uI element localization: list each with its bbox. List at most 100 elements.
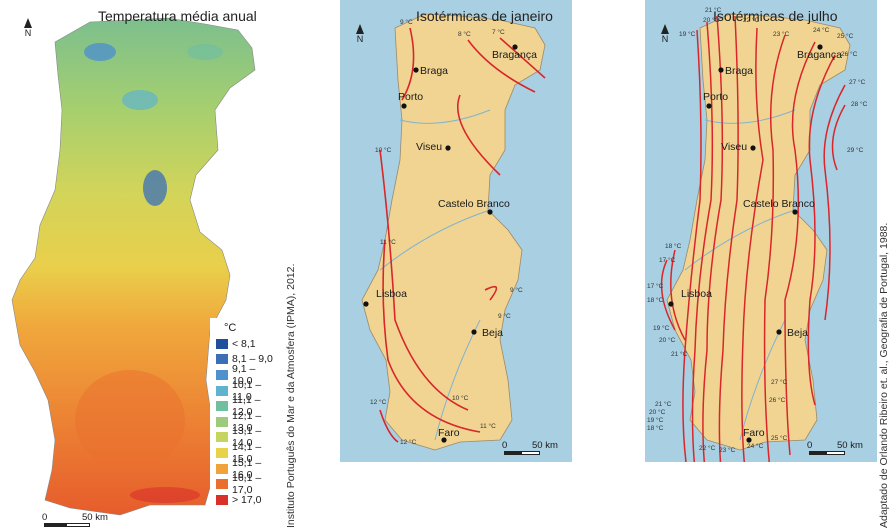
legend-row: 12,1 – 13,0: [216, 410, 276, 434]
north-arrow-icon: N: [22, 18, 34, 38]
isotherm-25c: [784, 41, 816, 456]
legend-label: 16,1 – 17,0: [232, 472, 262, 497]
legend-label: 14,1 – 15,0: [232, 440, 262, 465]
isotherm-24c: [763, 34, 786, 462]
isotherm-label: 11 °C: [380, 238, 396, 246]
city-label: Lisboa: [681, 288, 712, 300]
legend-label: 15,1 – 16,0: [232, 456, 262, 481]
legend-unit: °C: [224, 322, 237, 334]
city-marker: [792, 209, 798, 215]
isotherm-label: 23 °C: [773, 30, 790, 38]
river-douro: [704, 109, 796, 124]
isotherm-label: 21 °C: [705, 6, 722, 14]
city-marker: [363, 301, 369, 307]
legend-swatch: [216, 463, 228, 474]
isotherm-23c: [741, 27, 764, 462]
isotherm-label: 19 °C: [679, 30, 696, 38]
legend-label: 11,1 – 12,0: [232, 394, 261, 419]
legend-row: < 8,1: [216, 336, 276, 352]
isotherm-label: 21 °C: [671, 350, 688, 358]
annual-temperature-map: [11, 17, 256, 516]
isotherm-label: 26 °C: [769, 396, 786, 404]
isotherm-label: 20 °C: [703, 16, 720, 24]
isotherm-17c: [660, 259, 676, 331]
scale-end: 50 km: [82, 512, 108, 523]
isotherm-12c: [379, 409, 399, 443]
city-label: Castelo Branco: [438, 198, 510, 210]
isotherm-8c: [467, 39, 536, 93]
isotherm-label: 28 °C: [851, 100, 868, 108]
legend-row: 10,1 – 11,0: [216, 379, 276, 403]
annual-temperature-title: Temperatura média anual: [98, 8, 257, 24]
isotherm-label: 25 °C: [837, 32, 854, 40]
city-marker: [750, 145, 756, 151]
scale-start: 0: [807, 440, 813, 451]
isotherm-label: 7 °C: [492, 28, 505, 36]
city-marker: [413, 67, 419, 73]
isotherm-label: 22 °C: [699, 444, 716, 452]
river-douro: [399, 109, 491, 124]
isotherm-label: 18 °C: [647, 424, 664, 432]
legend-row: 11,1 – 12,0: [216, 394, 276, 418]
july-title: Isotérmicas de julho: [713, 8, 838, 24]
temperature-legend: °C < 8,1 8,1 – 9,0 9,1 – 10,0 10,1 – 11,0 11…: [210, 318, 282, 532]
river-tejo: [684, 209, 796, 271]
city-label: Viseu: [416, 141, 442, 153]
legend-swatch: [216, 447, 228, 458]
legend-swatch: [216, 401, 228, 412]
annual-temperature-map-panel: Temperatura média anual N °C < 8,1 8,1 – …: [0, 0, 282, 532]
isotherm-19c: [682, 29, 702, 462]
city-label: Castelo Branco: [743, 198, 815, 210]
isotherm-label: 22 °C: [743, 16, 760, 24]
north-arrow-icon: N: [354, 24, 366, 44]
scale-end: 50 km: [837, 440, 863, 451]
july-isotherms-panel: Isotérmicas de julho N Bragança Braga Port…: [645, 0, 877, 462]
january-isotherms-panel: Isotérmicas de janeiro N Bragança Braga Po…: [340, 0, 572, 462]
isotherm-label: 27 °C: [771, 378, 788, 386]
isotherm-26c: [807, 54, 836, 406]
legend-swatch: [216, 494, 228, 505]
july-isotherm-lines: [660, 15, 846, 462]
city-marker: [441, 437, 447, 443]
north-arrow-icon: N: [659, 24, 671, 44]
isotherm-label: 11 °C: [480, 422, 496, 430]
city-label: Lisboa: [376, 288, 407, 300]
legend-label: 12,1 – 13,0: [232, 409, 262, 434]
legend-swatch: [216, 432, 228, 443]
hot-zone-algarve: [130, 487, 200, 503]
city-marker: [445, 145, 451, 151]
isotherm-9c: [401, 27, 415, 101]
january-title: Isotérmicas de janeiro: [416, 8, 553, 24]
city-label: Porto: [703, 91, 728, 103]
city-marker: [512, 44, 518, 50]
isotherm-18c: [670, 249, 686, 341]
isotherm-label: 20 °C: [649, 408, 666, 416]
isotherm-label: 24 °C: [813, 26, 830, 34]
isotherm-label: 26 °C: [841, 50, 858, 58]
legend-swatch: [216, 354, 228, 365]
isotherm-27c: [823, 84, 846, 321]
isotherm-10c: [379, 149, 469, 411]
isotherm-label: 17 °C: [659, 256, 676, 264]
city-label: Braga: [725, 65, 753, 77]
warm-zone-alentejo: [75, 370, 185, 470]
isotherm-label: 23 °C: [719, 446, 736, 454]
isotherm-label: 9 °C: [400, 18, 413, 26]
legend-row: 13,1 – 14,0: [216, 425, 276, 449]
isotherm-22c: [718, 15, 739, 462]
city-marker: [471, 329, 477, 335]
legend-label: < 8,1: [232, 337, 256, 350]
legend-row: 14,1 – 15,0: [216, 441, 276, 465]
city-label: Beja: [787, 327, 808, 339]
city-marker: [746, 437, 752, 443]
isotherm-label: 21 °C: [655, 400, 672, 408]
isotherm-label: 20 °C: [659, 336, 676, 344]
isotherm-label: 9 °C: [510, 286, 523, 294]
legend-row: 8,1 – 9,0: [216, 352, 276, 368]
city-label: Braga: [420, 65, 448, 77]
cold-zone-montesinho: [187, 44, 223, 60]
city-marker: [817, 44, 823, 50]
isotherm-label: 8 °C: [458, 30, 471, 38]
city-marker: [718, 67, 724, 73]
legend-row: > 17,0: [216, 492, 276, 508]
